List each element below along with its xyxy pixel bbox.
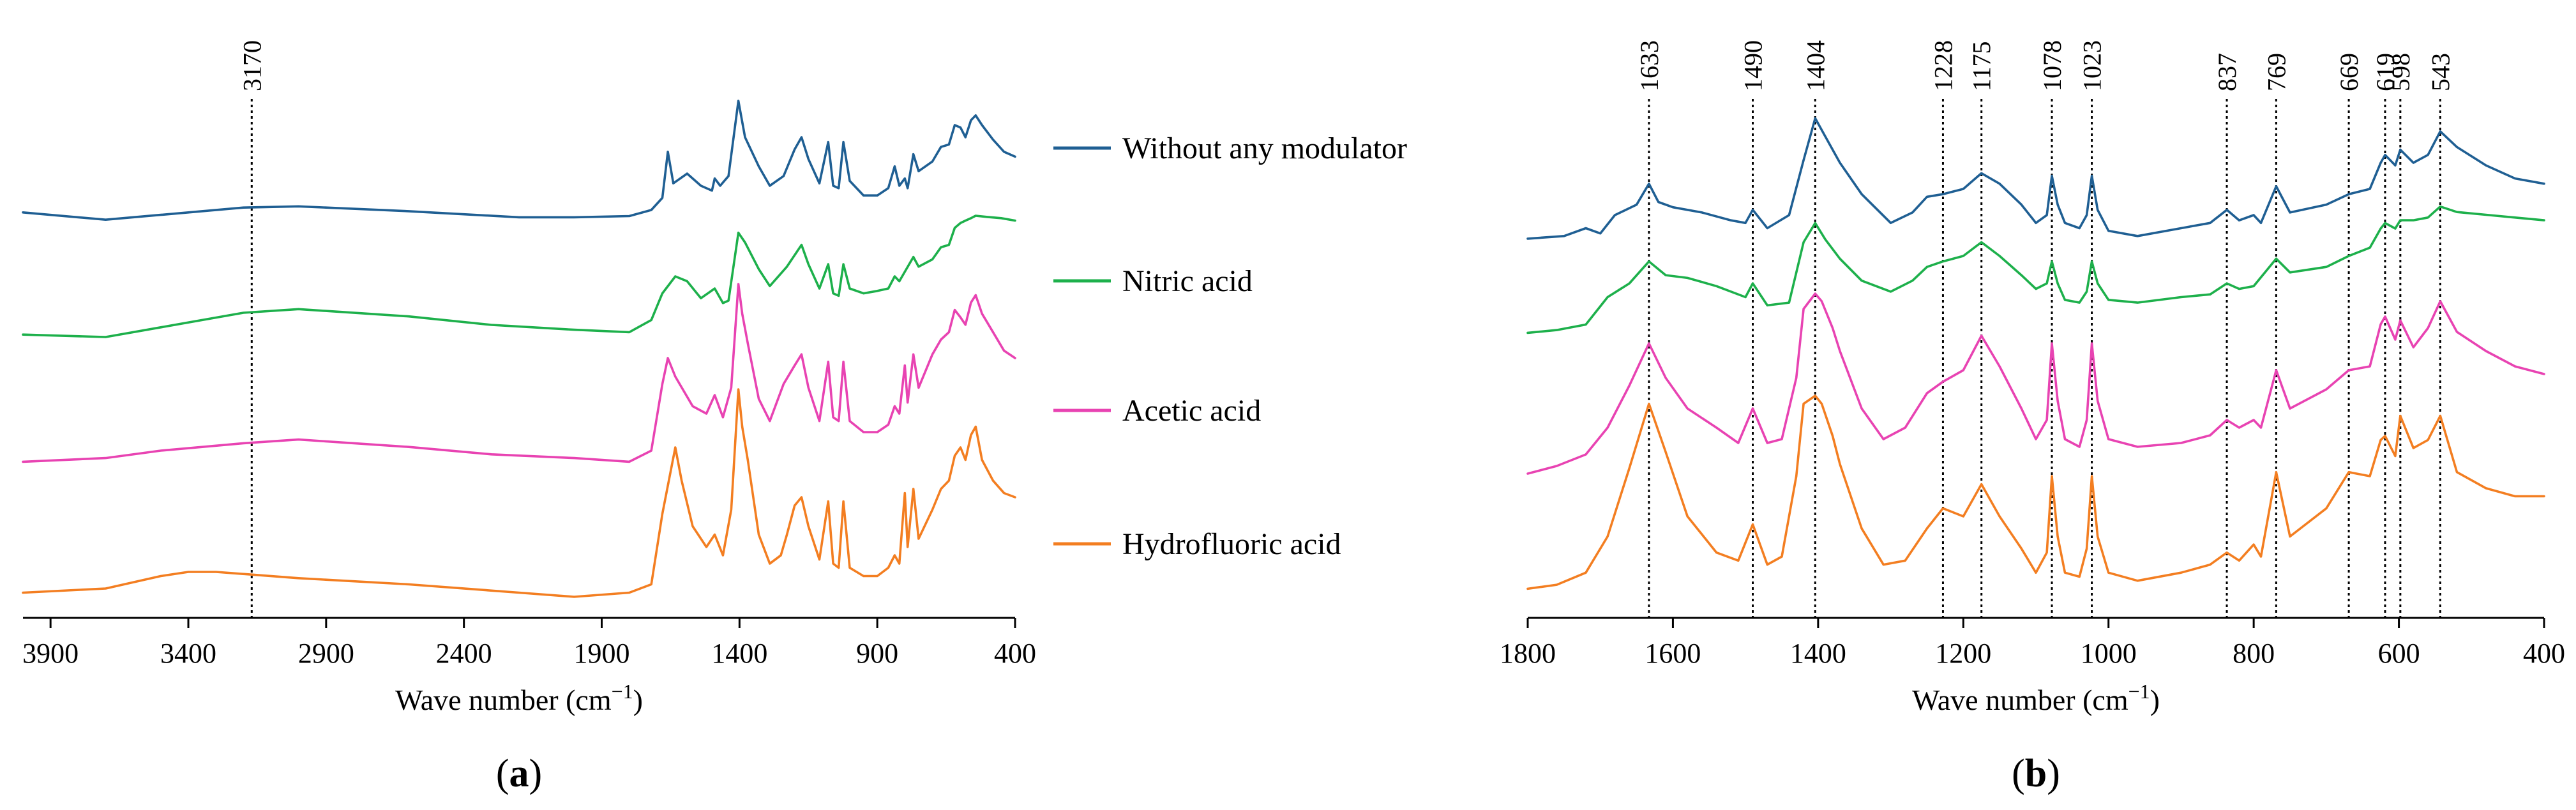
peak-label-b-1023: 1023 <box>2078 40 2107 91</box>
x-axis-title-text-a: Wave number (cm <box>395 684 612 716</box>
panel-label-letter-a: a <box>509 752 529 795</box>
series-line-a-2 <box>22 214 1016 338</box>
x-axis-title-text-b: Wave number (cm <box>1912 684 2128 716</box>
legend-label-2: Nitric acid <box>1122 264 1253 298</box>
legend: Without any modulator Nitric acid Acetic a… <box>1053 131 1407 561</box>
x-tick-label-b-1400: 1400 <box>1790 638 1846 669</box>
peak-label-b-1404: 1404 <box>1801 40 1830 91</box>
peak-label-b-1633: 1633 <box>1635 40 1664 91</box>
peak-label-b-669: 669 <box>2335 53 2363 91</box>
x-axis-title-end-a: ) <box>633 684 643 716</box>
x-tick-label-a-2900: 2900 <box>298 638 354 669</box>
series-line-b-4 <box>1526 394 2545 590</box>
panel-label-letter-b: b <box>2025 752 2047 795</box>
peak-label-b-543: 543 <box>2426 53 2455 91</box>
x-axis-title-a: Wave number (cm−1) <box>395 680 643 716</box>
peak-label-b-837: 837 <box>2213 53 2241 91</box>
peak-label-b-1490: 1490 <box>1739 40 1768 91</box>
x-tick-label-b-1200: 1200 <box>1935 638 1991 669</box>
series-line-b-3 <box>1526 292 2545 475</box>
legend-label-1: Without any modulator <box>1122 131 1407 165</box>
legend-label-4: Hydrofluoric acid <box>1122 527 1341 561</box>
panel-label-close-b: ) <box>2047 752 2060 795</box>
panel-a-chart: 3170 3900 3400 2900 2400 1900 1400 900 400 Wave n… <box>22 40 1036 795</box>
x-tick-label-a-3400: 3400 <box>160 638 216 669</box>
series-line-a-1 <box>22 100 1016 221</box>
series-line-a-4 <box>22 388 1016 598</box>
peak-label-b-619: 619 <box>2371 53 2400 91</box>
x-tick-label-b-600: 600 <box>2378 638 2420 669</box>
x-tick-label-a-900: 900 <box>856 638 898 669</box>
legend-label-3: Acetic acid <box>1122 394 1261 428</box>
panel-label-b: (b) <box>2012 752 2060 795</box>
x-tick-label-a-1400: 1400 <box>711 638 767 669</box>
x-axis-title-end-b: ) <box>2150 684 2160 716</box>
peak-label-b-1078: 1078 <box>2038 40 2067 91</box>
x-axis-title-superscript-a: −1 <box>612 680 633 703</box>
x-tick-label-b-800: 800 <box>2233 638 2275 669</box>
panel-label-open-b: ( <box>2012 752 2025 795</box>
panel-b-chart: 1633 1490 1404 1228 1175 1078 1023 837 769 669 619… <box>1500 40 2565 795</box>
panel-label-a: (a) <box>496 752 542 795</box>
x-tick-label-a-400: 400 <box>994 638 1036 669</box>
peak-label-b-1175: 1175 <box>1968 41 1996 91</box>
x-tick-label-a-2400: 2400 <box>436 638 492 669</box>
panel-label-open-a: ( <box>496 752 509 795</box>
x-tick-label-b-400: 400 <box>2523 638 2565 669</box>
x-axis-title-superscript-b: −1 <box>2128 680 2150 703</box>
series-line-a-3 <box>22 283 1016 463</box>
x-tick-label-a-1900: 1900 <box>574 638 630 669</box>
x-tick-label-b-1600: 1600 <box>1645 638 1701 669</box>
x-axis-title-b: Wave number (cm−1) <box>1912 680 2160 716</box>
x-tick-label-b-1000: 1000 <box>2081 638 2137 669</box>
peak-label-a-3170: 3170 <box>237 40 266 91</box>
panel-label-close-a: ) <box>529 752 543 795</box>
x-tick-label-b-1800: 1800 <box>1500 638 1556 669</box>
peak-label-b-769: 769 <box>2262 53 2291 91</box>
peak-label-b-1228: 1228 <box>1929 40 1957 91</box>
x-tick-label-a-3900: 3900 <box>22 638 79 669</box>
peak-label-b-598: 598 <box>2386 53 2415 91</box>
series-line-b-2 <box>1526 205 2545 334</box>
series-line-b-1 <box>1526 117 2545 240</box>
